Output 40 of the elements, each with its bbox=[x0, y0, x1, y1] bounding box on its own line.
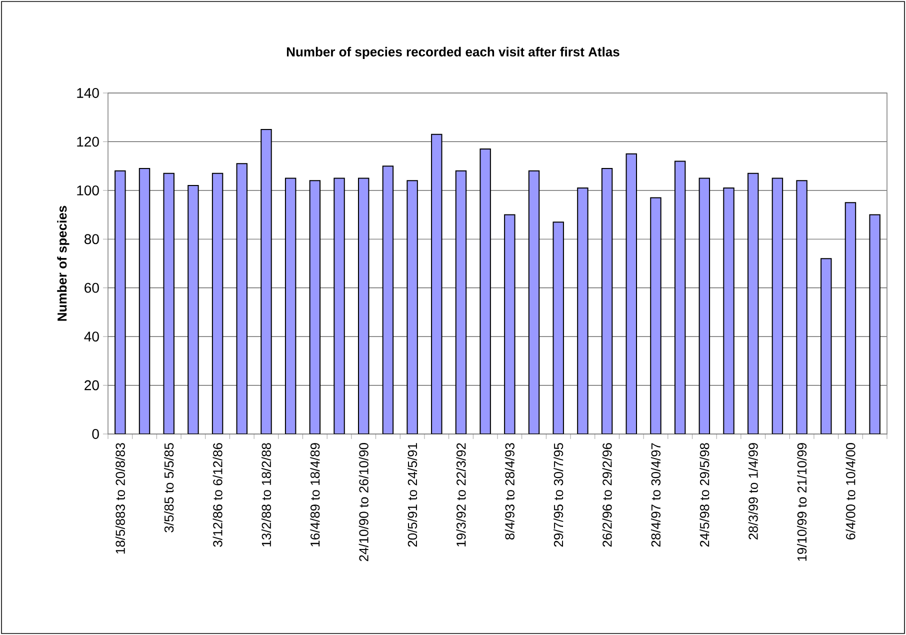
y-tick-label: 40 bbox=[84, 332, 99, 342]
y-tick-label: 60 bbox=[84, 282, 99, 293]
x-tick-label: 8/4/93 to 28/4/93 bbox=[504, 443, 514, 540]
bar bbox=[260, 129, 272, 434]
x-tick-label: 20/5/91 to 24/5/91 bbox=[408, 443, 418, 547]
x-tick-label: 3/12/86 to 6/12/86 bbox=[212, 443, 222, 547]
x-tick-label: 18/5/883 to 20/8/83 bbox=[115, 443, 125, 554]
x-tick-label: 29/7/95 to 30/7/95 bbox=[554, 443, 564, 547]
x-tick-label: 13/2/88 to 18/2/88 bbox=[261, 443, 272, 546]
x-tick-label: 26/2/96 to 29/2/96 bbox=[602, 443, 612, 547]
x-tick-label: 3/5/85 to 5/5/85 bbox=[164, 443, 174, 532]
x-tick-label: 19/3/92 to 22/3/92 bbox=[456, 443, 466, 546]
bar bbox=[188, 185, 199, 434]
y-tick-label: 80 bbox=[84, 234, 99, 244]
bar bbox=[431, 134, 442, 434]
x-tick-label: 24/5/98 to 29/5/98 bbox=[700, 443, 710, 547]
y-tick-label: 140 bbox=[77, 88, 99, 98]
y-tick-label: 100 bbox=[77, 185, 99, 196]
bar bbox=[406, 180, 418, 434]
x-tick-label: 19/10/99 to 21/10/99 bbox=[797, 443, 807, 561]
y-tick-label: 120 bbox=[77, 136, 99, 147]
y-tick-label: 0 bbox=[92, 429, 99, 439]
bar bbox=[504, 214, 516, 434]
x-tick-label: 28/3/99 to 1/4/99 bbox=[748, 443, 758, 540]
bar bbox=[650, 197, 662, 434]
bar bbox=[577, 187, 588, 434]
bar bbox=[480, 148, 491, 434]
x-tick-label: 6/4/00 to 10/4/00 bbox=[846, 443, 856, 540]
bar bbox=[723, 187, 734, 434]
x-tick-label: 24/10/90 to 26/10/90 bbox=[358, 443, 368, 562]
bar bbox=[334, 178, 345, 434]
x-tick-label: 16/4/89 to 18/4/89 bbox=[310, 443, 320, 546]
chart-title: Number of species recorded each visit after first Atlas bbox=[286, 46, 620, 60]
y-axis-title: Number of species bbox=[57, 206, 70, 321]
bar bbox=[552, 222, 564, 434]
y-tick-label: 20 bbox=[84, 380, 99, 390]
bar bbox=[114, 170, 126, 434]
bar bbox=[869, 214, 880, 434]
x-tick-label: 28/4/97 to 30/4/97 bbox=[650, 443, 661, 547]
bar bbox=[796, 180, 808, 434]
